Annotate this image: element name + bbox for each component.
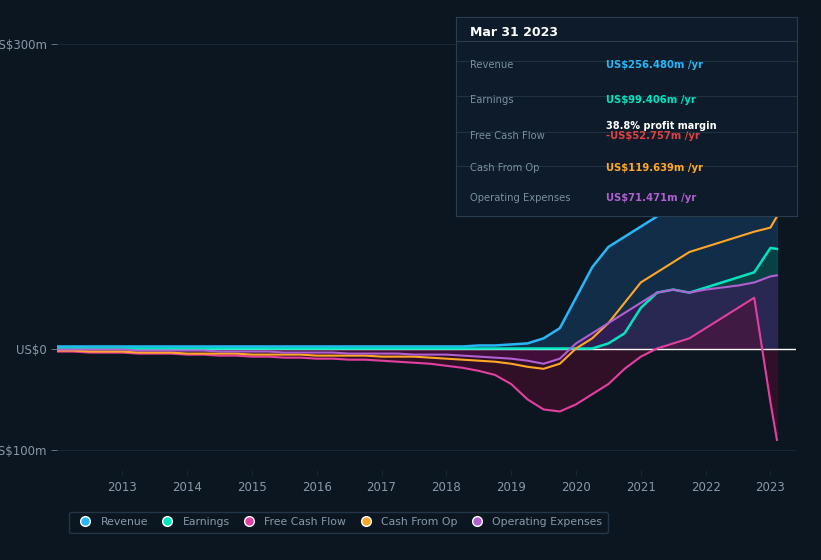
- Text: US$99.406m /yr: US$99.406m /yr: [607, 95, 696, 105]
- Text: Cash From Op: Cash From Op: [470, 163, 539, 173]
- Text: Mar 31 2023: Mar 31 2023: [470, 26, 558, 39]
- Text: Revenue: Revenue: [470, 59, 513, 69]
- Text: US$256.480m /yr: US$256.480m /yr: [607, 59, 704, 69]
- Text: Operating Expenses: Operating Expenses: [470, 193, 571, 203]
- Legend: Revenue, Earnings, Free Cash Flow, Cash From Op, Operating Expenses: Revenue, Earnings, Free Cash Flow, Cash …: [69, 512, 608, 533]
- Text: 38.8% profit margin: 38.8% profit margin: [607, 121, 717, 131]
- Text: -US$52.757m /yr: -US$52.757m /yr: [607, 131, 700, 141]
- Text: Free Cash Flow: Free Cash Flow: [470, 131, 545, 141]
- Text: Earnings: Earnings: [470, 95, 514, 105]
- Text: US$119.639m /yr: US$119.639m /yr: [607, 163, 704, 173]
- Text: US$71.471m /yr: US$71.471m /yr: [607, 193, 697, 203]
